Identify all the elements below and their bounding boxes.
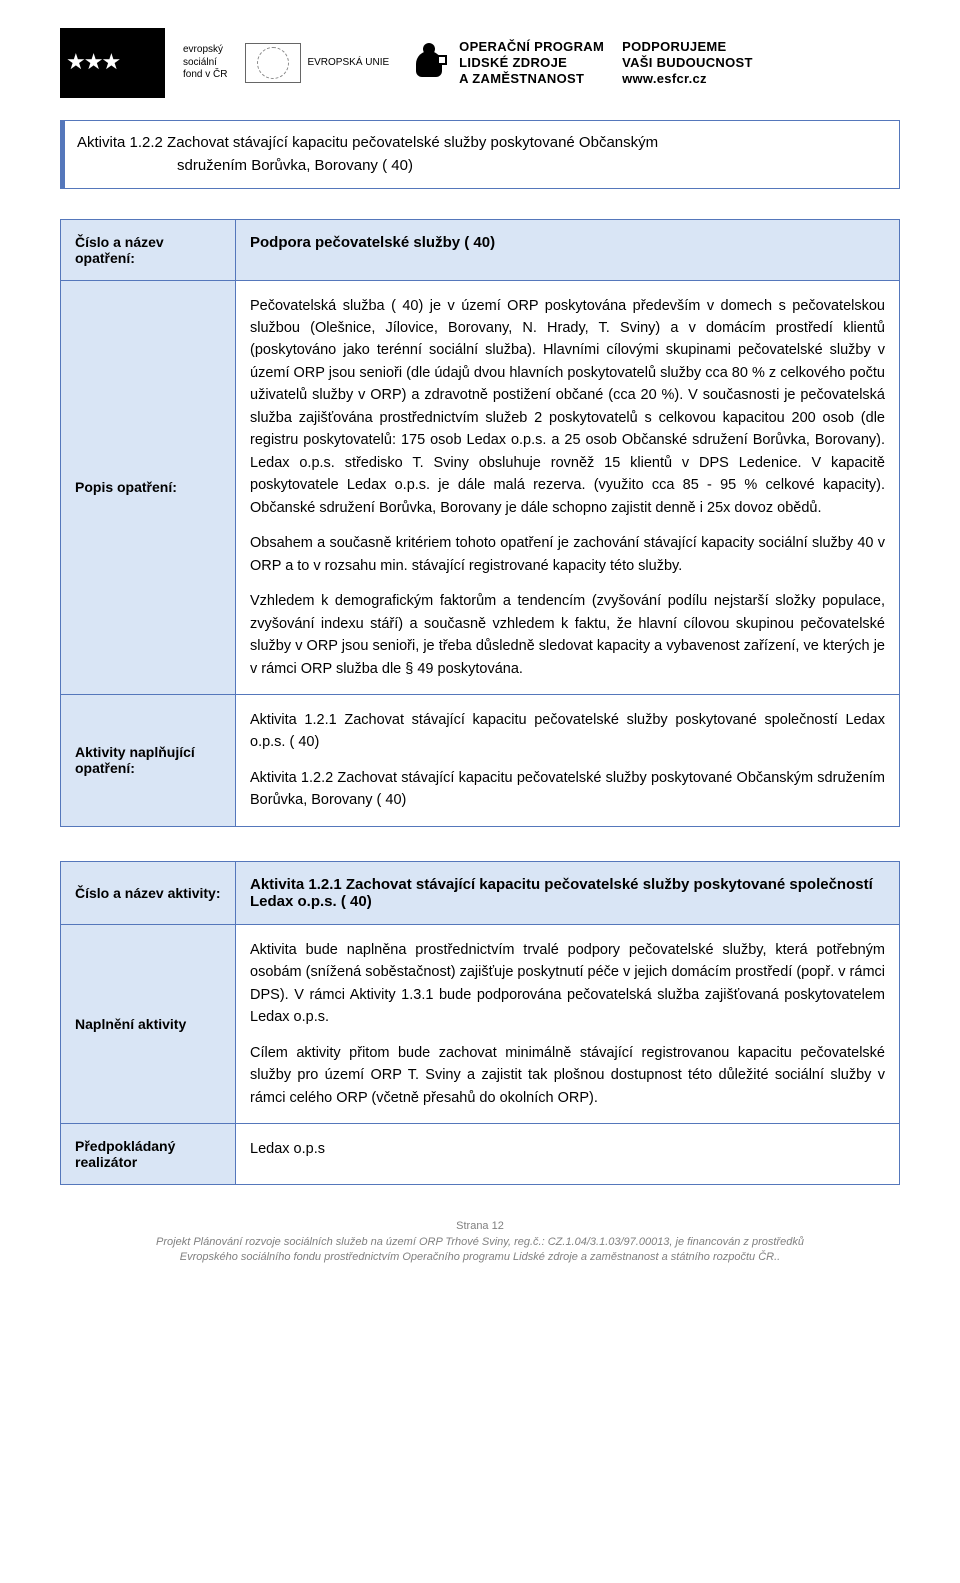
table-row: Naplnění aktivity Aktivita bude naplněna…: [61, 924, 900, 1123]
activity-title-line: sdružením Borůvka, Borovany ( 40): [177, 154, 413, 177]
row-value: Ledax o.p.s: [236, 1124, 900, 1185]
eu-logo: EVROPSKÁ UNIE: [245, 43, 389, 83]
row-label: Předpokládaný realizátor: [61, 1124, 236, 1185]
paragraph: Obsahem a současně kritériem tohoto opat…: [250, 532, 885, 577]
op-line: A ZAMĚSTNANOST: [459, 71, 604, 87]
row-value: Podpora pečovatelské služby ( 40): [236, 219, 900, 280]
table-row: Předpokládaný realizátor Ledax o.p.s: [61, 1124, 900, 1185]
row-value: Aktivita bude naplněna prostřednictvím t…: [236, 924, 900, 1123]
eu-stars-ring-icon: [257, 47, 289, 79]
support-line: PODPORUJEME: [622, 39, 753, 55]
paragraph: Cílem aktivity přitom bude zachovat mini…: [250, 1042, 885, 1109]
eu-text: EVROPSKÁ UNIE: [307, 57, 389, 69]
esf-text: evropský sociální fond v ČR: [183, 44, 227, 82]
esf-line: sociální: [183, 57, 227, 70]
row-value: Aktivita 1.2.1 Zachovat stávající kapaci…: [236, 861, 900, 924]
row-value: Aktivita 1.2.1 Zachovat stávající kapaci…: [236, 695, 900, 827]
row-label: Naplnění aktivity: [61, 924, 236, 1123]
footer-line: Projekt Plánování rozvoje sociálních slu…: [60, 1235, 900, 1250]
paragraph: Pečovatelská služba ( 40) je v území ORP…: [250, 295, 885, 520]
row-label: Aktivity naplňující opatření:: [61, 695, 236, 827]
esf-stars-icon: ★★★: [66, 50, 159, 74]
page-footer: Strana 12 Projekt Plánování rozvoje soci…: [60, 1219, 900, 1265]
page-number: Strana 12: [60, 1219, 900, 1234]
header-logos: ★★★ evropský sociální fond v ČR EVROPSKÁ…: [60, 28, 900, 98]
person-puzzle-icon: [407, 41, 451, 85]
support-url: www.esfcr.cz: [622, 71, 753, 87]
op-line: OPERAČNÍ PROGRAM: [459, 39, 604, 55]
table-row: Číslo a název opatření: Podpora pečovate…: [61, 219, 900, 280]
esf-line: fond v ČR: [183, 69, 227, 82]
footer-line: Evropského sociálního fondu prostřednict…: [60, 1250, 900, 1265]
table-row: Číslo a název aktivity: Aktivita 1.2.1 Z…: [61, 861, 900, 924]
paragraph: Vzhledem k demografickým faktorům a tend…: [250, 590, 885, 680]
support-text: PODPORUJEME VAŠI BUDOUCNOST www.esfcr.cz: [622, 39, 753, 88]
paragraph: Aktivita bude naplněna prostřednictvím t…: [250, 939, 885, 1029]
measure-table: Číslo a název opatření: Podpora pečovate…: [60, 219, 900, 827]
row-label: Číslo a název aktivity:: [61, 861, 236, 924]
activity-title-bar: Aktivita 1.2.2 Zachovat stávající kapaci…: [60, 120, 900, 189]
eu-flag-icon: [245, 43, 301, 83]
activity-title-line: Aktivita 1.2.2 Zachovat stávající kapaci…: [77, 134, 658, 151]
op-logo: OPERAČNÍ PROGRAM LIDSKÉ ZDROJE A ZAMĚSTN…: [407, 39, 604, 88]
op-line: LIDSKÉ ZDROJE: [459, 55, 604, 71]
row-value: Pečovatelská služba ( 40) je v území ORP…: [236, 280, 900, 695]
esf-logo: ★★★: [60, 28, 165, 98]
table-row: Aktivity naplňující opatření: Aktivita 1…: [61, 695, 900, 827]
support-line: VAŠI BUDOUCNOST: [622, 55, 753, 71]
activity-table: Číslo a název aktivity: Aktivita 1.2.1 Z…: [60, 861, 900, 1185]
esf-line: evropský: [183, 44, 227, 57]
row-label: Číslo a název opatření:: [61, 219, 236, 280]
paragraph: Aktivita 1.2.2 Zachovat stávající kapaci…: [250, 767, 885, 812]
table-row: Popis opatření: Pečovatelská služba ( 40…: [61, 280, 900, 695]
row-label: Popis opatření:: [61, 280, 236, 695]
paragraph: Aktivita 1.2.1 Zachovat stávající kapaci…: [250, 709, 885, 754]
